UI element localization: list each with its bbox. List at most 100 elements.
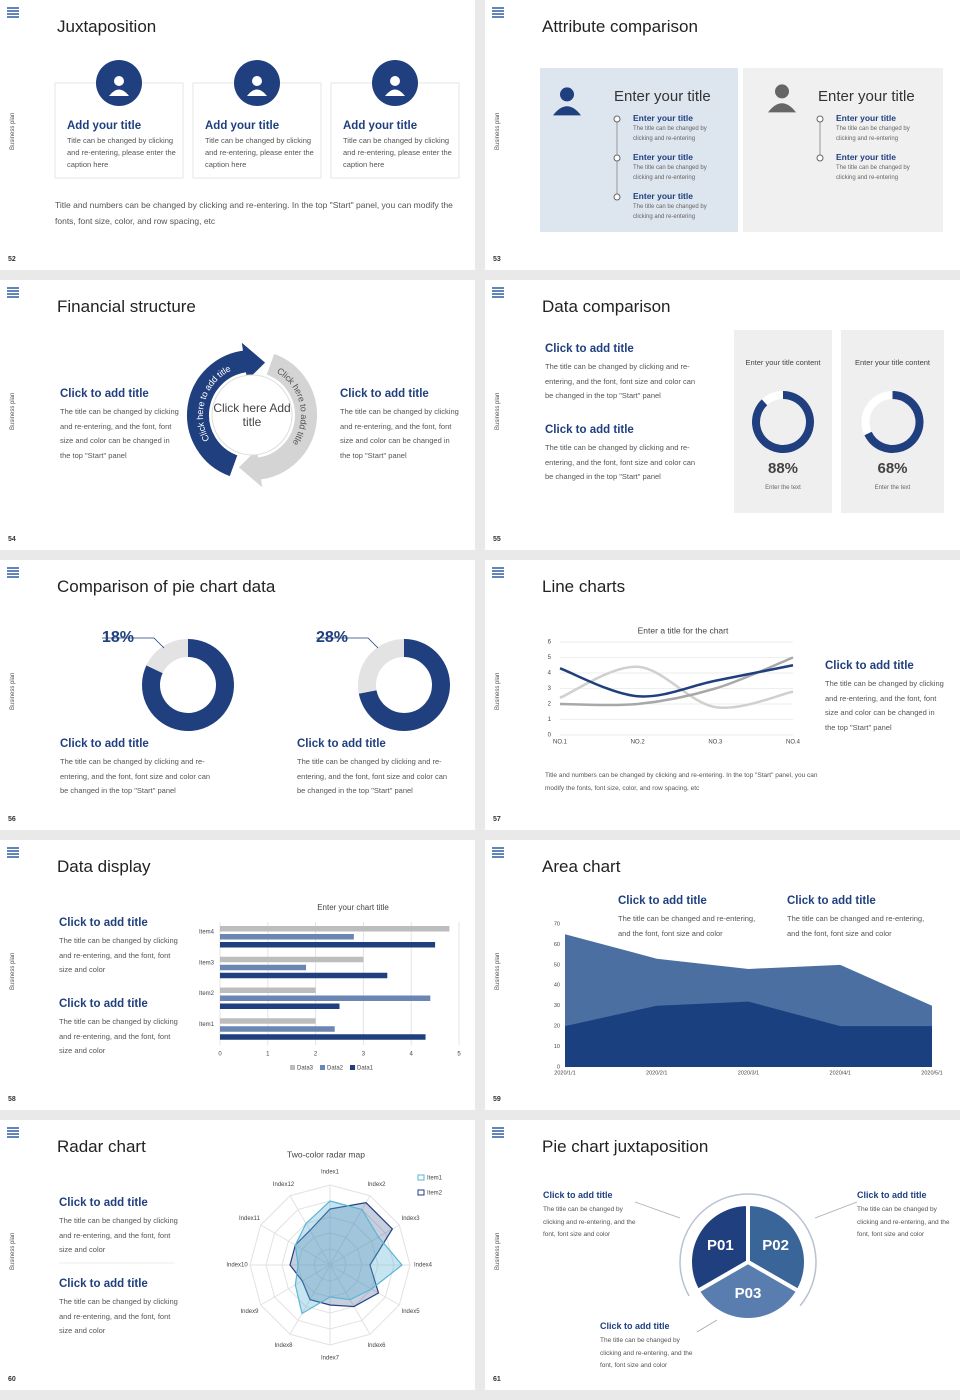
x-tick-label: 2 bbox=[314, 1052, 318, 1058]
panel bbox=[734, 330, 832, 513]
block-title: Click to add title bbox=[543, 1190, 613, 1200]
x-tick-label: 2020/5/1 bbox=[921, 1070, 942, 1076]
x-tick-label: NO.3 bbox=[708, 740, 723, 746]
page-number: 55 bbox=[493, 536, 501, 543]
block-text: The title can be changed by clicking and… bbox=[59, 1017, 178, 1055]
bar bbox=[220, 934, 354, 940]
area bbox=[565, 1001, 932, 1067]
bar bbox=[220, 1018, 316, 1024]
radar-spoke bbox=[329, 1195, 371, 1266]
bar bbox=[220, 1003, 340, 1009]
slide-title: Financial structure bbox=[57, 297, 196, 316]
block-text: The title can be changed by clicking and… bbox=[545, 362, 696, 400]
block-title: Click to add title bbox=[60, 738, 149, 750]
card-title: Add your title bbox=[205, 120, 280, 132]
bar bbox=[220, 972, 388, 979]
person-icon bbox=[252, 76, 262, 86]
block-text: The title can be changed by clicking and… bbox=[60, 757, 211, 795]
slide-title: Pie chart juxtaposition bbox=[542, 1137, 709, 1156]
legend-swatch bbox=[320, 1065, 325, 1070]
y-tick-label: 20 bbox=[554, 1024, 560, 1030]
y-tick-label: Item1 bbox=[199, 1022, 215, 1028]
radar-spoke bbox=[329, 1224, 400, 1266]
center-circle bbox=[211, 374, 293, 456]
category-label: Index4 bbox=[414, 1263, 433, 1269]
side-label: Business plan bbox=[10, 672, 16, 710]
y-tick-label: 0 bbox=[557, 1064, 560, 1070]
person-icon bbox=[390, 76, 400, 86]
x-tick-label: 5 bbox=[457, 1052, 461, 1058]
block-text: The title can be changed by clicking and… bbox=[857, 1206, 950, 1238]
outer-ring bbox=[679, 1193, 817, 1307]
donut-arc bbox=[752, 391, 814, 453]
side-label: Business plan bbox=[495, 672, 501, 710]
slide-title: Juxtaposition bbox=[57, 17, 157, 36]
caption: Enter the text bbox=[874, 485, 911, 491]
timeline-dot bbox=[613, 154, 621, 162]
x-tick-label: 4 bbox=[410, 1052, 414, 1058]
block-title: Click to add title bbox=[618, 895, 707, 907]
y-tick-label: 40 bbox=[554, 983, 560, 989]
chart-title: Enter your title content bbox=[745, 358, 821, 367]
block-title: Click to add title bbox=[297, 738, 386, 750]
y-tick-label: Item4 bbox=[199, 930, 215, 936]
y-tick-label: 5 bbox=[548, 655, 552, 661]
page-number: 59 bbox=[493, 1096, 501, 1103]
category-label: Index5 bbox=[402, 1309, 421, 1315]
block-text: The title can be changed and re-entering… bbox=[787, 914, 925, 938]
connector bbox=[814, 1201, 858, 1219]
person-icon bbox=[247, 89, 267, 96]
person-icon bbox=[775, 84, 789, 99]
block-text: The title can be changed by clicking and… bbox=[543, 1206, 636, 1238]
side-label: Business plan bbox=[495, 392, 501, 430]
category-label: Index2 bbox=[367, 1182, 386, 1188]
pie-segment bbox=[146, 639, 189, 674]
y-tick-label: 0 bbox=[548, 733, 552, 739]
category-label: Index3 bbox=[402, 1216, 421, 1222]
category-label: Index7 bbox=[321, 1356, 340, 1362]
block-text: The title can be changed and re-entering… bbox=[618, 914, 756, 938]
category-label: Index9 bbox=[240, 1309, 259, 1315]
page-number: 52 bbox=[8, 256, 16, 263]
slide-title: Area chart bbox=[542, 857, 621, 876]
person-icon bbox=[560, 87, 574, 102]
y-tick-label: 70 bbox=[554, 921, 560, 927]
timeline-dot bbox=[613, 193, 621, 201]
y-tick-label: Item2 bbox=[199, 991, 215, 997]
page-number: 53 bbox=[493, 256, 501, 263]
block-text: The title can be changed by clicking and… bbox=[545, 443, 696, 481]
item-title: Enter your title bbox=[836, 152, 896, 162]
center-text: Click here Add title bbox=[213, 401, 291, 429]
x-tick-label: 2020/4/1 bbox=[830, 1070, 851, 1076]
legend-label: Data2 bbox=[327, 1066, 344, 1072]
block-text: The title can be changed by clicking and… bbox=[59, 1297, 178, 1335]
line bbox=[559, 664, 794, 698]
y-tick-label: 6 bbox=[548, 640, 552, 646]
x-tick-label: NO.2 bbox=[631, 740, 646, 746]
x-tick-label: NO.1 bbox=[553, 740, 568, 746]
person-icon bbox=[385, 89, 405, 96]
panel-title: Enter your title bbox=[818, 88, 915, 105]
item-text: The title can be changed by clicking and… bbox=[836, 126, 910, 142]
x-tick-label: 3 bbox=[362, 1052, 366, 1058]
segment-label: P01 bbox=[707, 1237, 734, 1254]
segment-label: P02 bbox=[762, 1237, 789, 1254]
item-text: The title can be changed by clicking and… bbox=[633, 204, 707, 220]
category-label: Index8 bbox=[274, 1343, 293, 1349]
block-text: The title can be changed by clicking and… bbox=[600, 1337, 693, 1369]
page-number: 54 bbox=[8, 536, 16, 543]
block-title: Click to add title bbox=[340, 388, 429, 400]
segment-label: P03 bbox=[735, 1285, 762, 1302]
block-title: Click to add title bbox=[59, 917, 148, 929]
timeline-dot bbox=[613, 115, 621, 123]
y-tick-label: 10 bbox=[554, 1044, 560, 1050]
y-tick-label: 4 bbox=[548, 671, 552, 677]
value-label: 68% bbox=[877, 460, 908, 477]
block-title: Click to add title bbox=[545, 343, 634, 355]
person-icon bbox=[768, 103, 796, 113]
bar bbox=[220, 926, 450, 932]
bar bbox=[220, 1026, 335, 1032]
caption: Enter the text bbox=[765, 485, 801, 491]
category-label: Index6 bbox=[367, 1343, 386, 1349]
